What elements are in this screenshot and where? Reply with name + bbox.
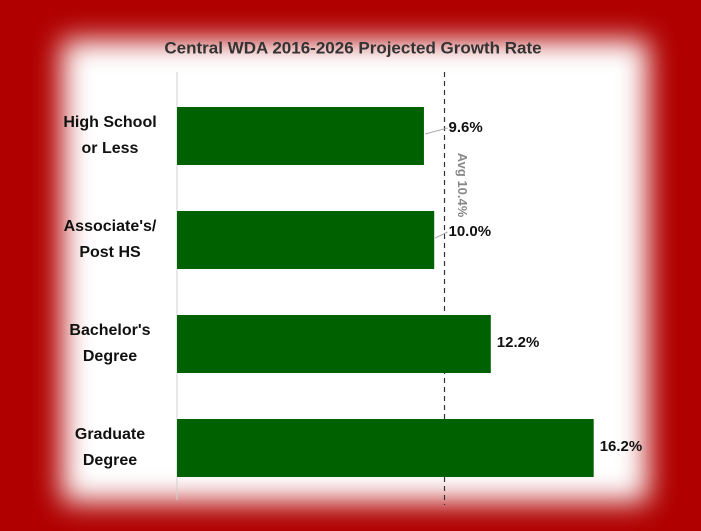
chart-title: Central WDA 2016-2026 Projected Growth R…	[164, 38, 541, 57]
bar	[177, 107, 424, 165]
value-label: 12.2%	[497, 334, 540, 351]
average-label: Avg 10.4%	[455, 153, 470, 218]
y-tick-label: Degree	[83, 348, 137, 365]
y-tick-label: Associate's/	[64, 218, 157, 235]
y-tick-label: Post HS	[79, 244, 141, 261]
bar	[177, 211, 435, 269]
y-tick-label: Graduate	[75, 426, 145, 443]
value-label: 16.2%	[600, 438, 643, 455]
y-tick-label: or Less	[82, 140, 139, 157]
y-tick-label: Degree	[83, 452, 137, 469]
y-tick-label: Bachelor's	[69, 322, 150, 339]
value-label: 9.6%	[449, 119, 483, 136]
leader-line	[424, 127, 448, 135]
value-label: 10.0%	[449, 223, 492, 240]
bar	[177, 419, 594, 477]
y-tick-label: High School	[63, 114, 156, 131]
bar	[177, 315, 491, 373]
leader-line	[435, 231, 448, 239]
